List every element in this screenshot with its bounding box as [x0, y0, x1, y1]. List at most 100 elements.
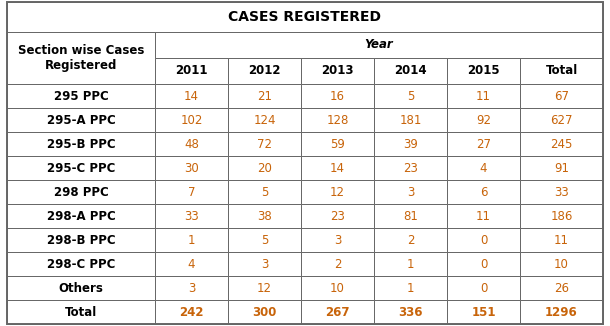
Text: 3: 3 — [407, 185, 414, 199]
Text: 16: 16 — [330, 90, 345, 102]
Bar — [520, 276, 603, 300]
Bar — [520, 252, 603, 276]
Text: 3: 3 — [261, 258, 268, 271]
Text: 4: 4 — [188, 258, 195, 271]
Bar — [7, 276, 155, 300]
Bar — [155, 276, 228, 300]
Bar — [447, 156, 520, 180]
Text: 295-C PPC: 295-C PPC — [47, 161, 115, 174]
Text: 298 PPC: 298 PPC — [54, 185, 109, 199]
Bar — [228, 108, 301, 132]
Bar — [155, 108, 228, 132]
Bar — [520, 108, 603, 132]
Text: 0: 0 — [480, 281, 487, 294]
Text: 23: 23 — [403, 161, 418, 174]
Bar — [155, 58, 228, 84]
Text: 7: 7 — [188, 185, 195, 199]
Text: 2012: 2012 — [248, 65, 281, 78]
Bar — [301, 228, 374, 252]
Bar — [374, 252, 447, 276]
Text: Total: Total — [65, 305, 97, 319]
Bar — [155, 204, 228, 228]
Bar — [520, 132, 603, 156]
Text: 5: 5 — [261, 233, 268, 246]
Text: 242: 242 — [179, 305, 204, 319]
Text: 12: 12 — [330, 185, 345, 199]
Bar — [7, 32, 155, 84]
Text: 2013: 2013 — [321, 65, 354, 78]
Text: 10: 10 — [554, 258, 569, 271]
Bar — [520, 228, 603, 252]
Bar — [155, 252, 228, 276]
Text: 128: 128 — [326, 113, 349, 126]
Text: 300: 300 — [253, 305, 277, 319]
Bar — [228, 204, 301, 228]
Text: 2: 2 — [407, 233, 414, 246]
Text: 1: 1 — [407, 281, 414, 294]
Bar — [228, 58, 301, 84]
Bar — [374, 276, 447, 300]
Bar — [374, 228, 447, 252]
Bar — [155, 156, 228, 180]
Text: 336: 336 — [398, 305, 423, 319]
Text: Year: Year — [365, 38, 393, 52]
Text: 5: 5 — [261, 185, 268, 199]
Bar — [447, 108, 520, 132]
Text: 102: 102 — [181, 113, 203, 126]
Text: 295 PPC: 295 PPC — [54, 90, 109, 102]
Text: 27: 27 — [476, 138, 491, 151]
Text: 26: 26 — [554, 281, 569, 294]
Text: 14: 14 — [184, 90, 199, 102]
Bar — [520, 180, 603, 204]
Text: 3: 3 — [188, 281, 195, 294]
Bar — [155, 180, 228, 204]
Bar — [447, 132, 520, 156]
Bar — [155, 132, 228, 156]
Bar — [374, 204, 447, 228]
Text: 59: 59 — [330, 138, 345, 151]
Bar — [301, 156, 374, 180]
Bar — [374, 84, 447, 108]
Bar — [228, 252, 301, 276]
Bar — [447, 276, 520, 300]
Bar — [301, 180, 374, 204]
Bar — [7, 2, 603, 32]
Text: CASES REGISTERED: CASES REGISTERED — [229, 10, 381, 24]
Bar — [520, 204, 603, 228]
Text: 11: 11 — [476, 90, 491, 102]
Bar — [301, 84, 374, 108]
Bar — [155, 32, 603, 58]
Text: 20: 20 — [257, 161, 272, 174]
Text: 2015: 2015 — [467, 65, 500, 78]
Text: 186: 186 — [550, 210, 573, 223]
Text: 6: 6 — [479, 185, 487, 199]
Text: 1: 1 — [407, 258, 414, 271]
Text: 5: 5 — [407, 90, 414, 102]
Bar — [447, 300, 520, 324]
Bar — [374, 300, 447, 324]
Bar — [374, 156, 447, 180]
Text: 181: 181 — [400, 113, 422, 126]
Text: 4: 4 — [479, 161, 487, 174]
Bar — [447, 180, 520, 204]
Text: 2014: 2014 — [394, 65, 427, 78]
Text: 298-C PPC: 298-C PPC — [47, 258, 115, 271]
Bar — [374, 180, 447, 204]
Text: 2011: 2011 — [175, 65, 208, 78]
Text: 1296: 1296 — [545, 305, 578, 319]
Text: Others: Others — [59, 281, 104, 294]
Bar — [520, 58, 603, 84]
Text: 151: 151 — [472, 305, 496, 319]
Text: Total: Total — [545, 65, 578, 78]
Bar — [374, 108, 447, 132]
Bar — [520, 84, 603, 108]
Bar — [374, 58, 447, 84]
Text: 14: 14 — [330, 161, 345, 174]
Bar — [155, 300, 228, 324]
Bar — [7, 108, 155, 132]
Text: 91: 91 — [554, 161, 569, 174]
Bar — [520, 156, 603, 180]
Text: 0: 0 — [480, 258, 487, 271]
Bar — [301, 252, 374, 276]
Bar — [155, 84, 228, 108]
